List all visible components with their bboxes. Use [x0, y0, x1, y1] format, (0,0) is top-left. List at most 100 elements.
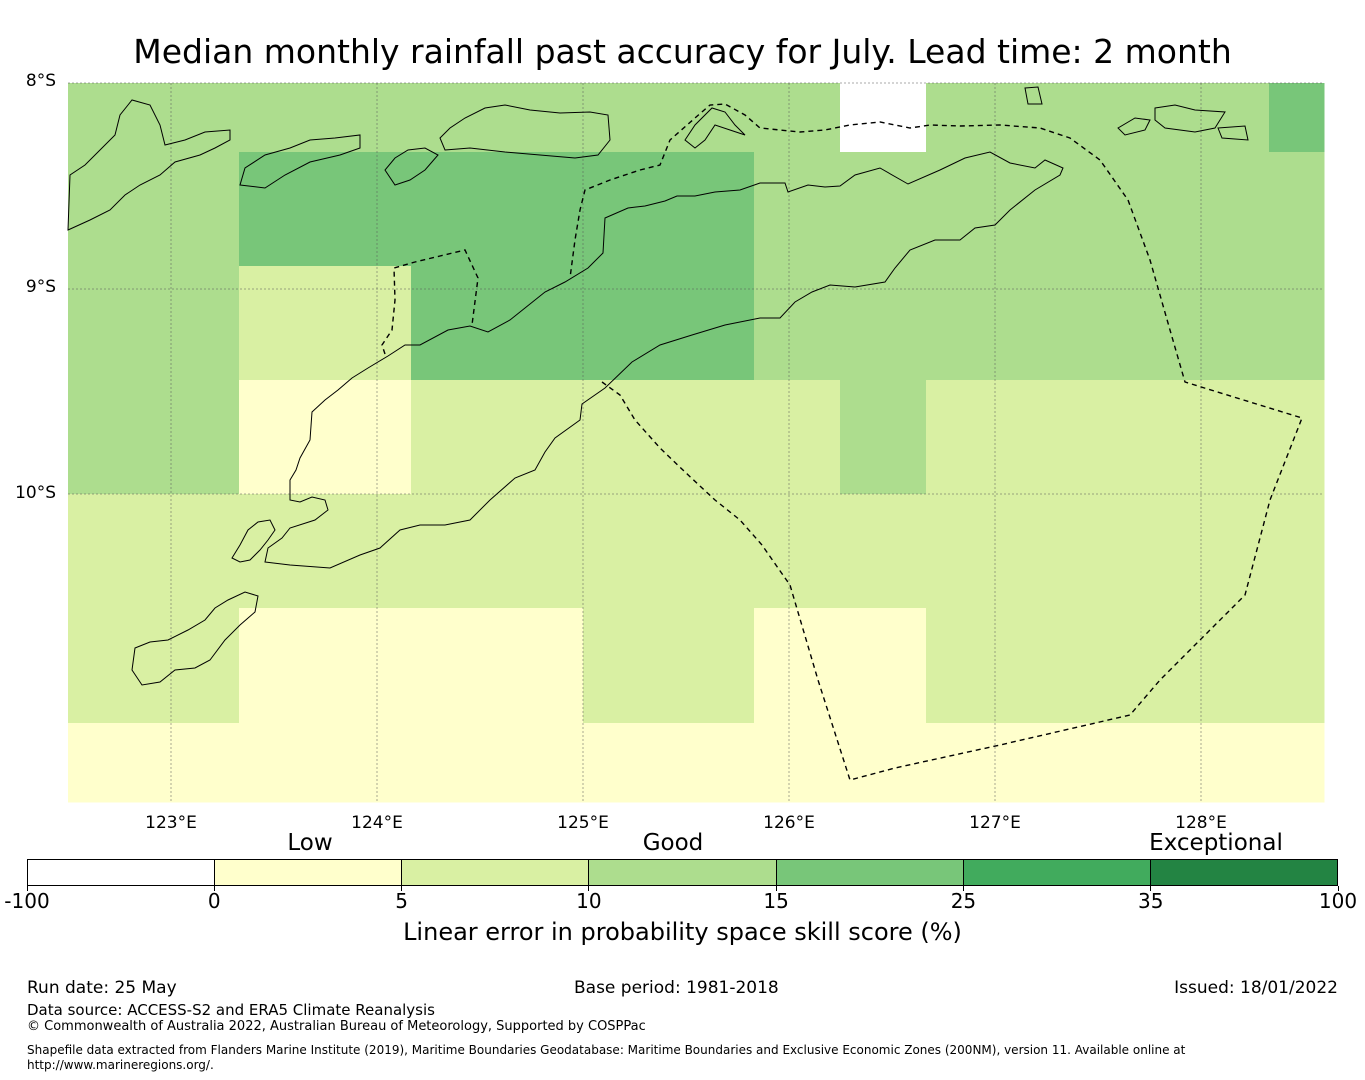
grid-cell [239, 380, 412, 495]
colorbar-tick-label: 25 [950, 889, 977, 913]
colorbar-tick-label: 0 [207, 889, 221, 913]
grid-cell [840, 494, 927, 609]
grid-cell [840, 83, 927, 153]
graticule [68, 82, 1324, 802]
grid-cell [1269, 723, 1325, 803]
grid-cell [411, 266, 584, 381]
grid-cell [754, 723, 841, 803]
grid-cell [68, 83, 240, 153]
lon-label-128e: 128°E [1175, 813, 1227, 833]
colorbar-tick-label: 10 [576, 889, 602, 913]
grid-cell [1269, 608, 1325, 724]
shapefile-url: http://www.marineregions.org/. [27, 1058, 214, 1072]
colorbar-segment [776, 860, 964, 885]
grid-cell [840, 152, 927, 267]
grid-cell [68, 152, 240, 267]
colorbar [27, 859, 1338, 886]
wetar-coast [684, 107, 746, 149]
colorbar-tick-mark [401, 886, 403, 891]
grid-cell [754, 494, 841, 609]
lakor-coast [1217, 125, 1249, 141]
grid-cell [68, 494, 240, 609]
moa-coast [1154, 104, 1226, 133]
colorbar-segment [402, 860, 590, 885]
grid-cell [1097, 380, 1270, 495]
grid-cell [1097, 494, 1270, 609]
grid-cell [411, 152, 584, 267]
grid-cell [583, 83, 755, 153]
colorbar-tick-label: 5 [395, 889, 408, 913]
lon-label-126e: 126°E [763, 813, 815, 833]
grid-cell [583, 380, 755, 495]
grid-cell [411, 494, 584, 609]
grid-cell [68, 608, 240, 724]
grid-cell [1269, 266, 1325, 381]
colorbar-segment [589, 860, 777, 885]
kisar-coast [1024, 86, 1043, 105]
skill-grid [68, 83, 1325, 803]
grid-cell [840, 608, 927, 724]
colorbar-title: Linear error in probability space skill … [403, 918, 962, 946]
legend-category-good: Good [642, 830, 704, 856]
lembata-coast [239, 134, 361, 189]
grid-cell [411, 723, 584, 803]
legend-category-exceptional: Exceptional [1149, 830, 1283, 856]
lon-label-125e: 125°E [557, 813, 609, 833]
grid-cell [1269, 83, 1325, 153]
grid-cell [411, 608, 584, 724]
grid-cell [1097, 152, 1270, 267]
grid-cell [68, 266, 240, 381]
grid-cell [411, 83, 584, 153]
grid-cell [754, 152, 841, 267]
grid-cell [926, 266, 1098, 381]
grid-cell [1269, 152, 1325, 267]
colorbar-tick-mark [962, 886, 964, 891]
grid-cell [239, 494, 412, 609]
grid-cell [926, 152, 1098, 267]
semau-coast [231, 519, 276, 563]
grid-cell [1097, 608, 1270, 724]
grid-cell [583, 152, 755, 267]
grid-cell [754, 83, 841, 153]
colorbar-tick-mark [588, 886, 590, 891]
colorbar-tick-label: -100 [4, 889, 50, 913]
eez-boundary [381, 103, 1303, 781]
chart-title: Median monthly rainfall past accuracy fo… [133, 32, 1232, 71]
grid-cell [411, 380, 584, 495]
grid-cell [840, 380, 927, 495]
grid-cell [1269, 494, 1325, 609]
lat-label-10s: 10°S [15, 483, 56, 503]
colorbar-tick-mark [26, 886, 28, 891]
grid-cell [926, 723, 1098, 803]
grid-cell [1097, 723, 1270, 803]
eez-oecusse [381, 249, 479, 355]
flores-coast [67, 99, 231, 231]
grid-cell [239, 608, 412, 724]
colorbar-tick-mark [1150, 886, 1152, 891]
colorbar-segment [1150, 860, 1337, 885]
colorbar-tick-mark [1337, 886, 1339, 891]
grid-cell [583, 608, 755, 724]
legend-category-low: Low [287, 830, 333, 856]
grid-cell [840, 266, 927, 381]
lon-label-123e: 123°E [145, 813, 197, 833]
colorbar-tick-label: 100 [1318, 889, 1358, 913]
grid-cell [239, 723, 412, 803]
grid-cell [754, 266, 841, 381]
grid-cell [239, 266, 412, 381]
lon-label-127e: 127°E [969, 813, 1021, 833]
issued-date: Issued: 18/01/2022 [1174, 978, 1338, 998]
grid-cell [68, 723, 240, 803]
copyright: © Commonwealth of Australia 2022, Austra… [27, 1019, 646, 1034]
grid-cell [239, 83, 412, 153]
grid-cell [1269, 380, 1325, 495]
lat-label-9s: 9°S [25, 277, 56, 297]
lon-label-124e: 124°E [351, 813, 403, 833]
pantar-coast [384, 147, 439, 186]
grid-cell [754, 380, 841, 495]
colorbar-tick-mark [775, 886, 777, 891]
rote-coast [131, 591, 259, 686]
timor-coast [264, 151, 1064, 569]
alor-coast [439, 104, 611, 159]
